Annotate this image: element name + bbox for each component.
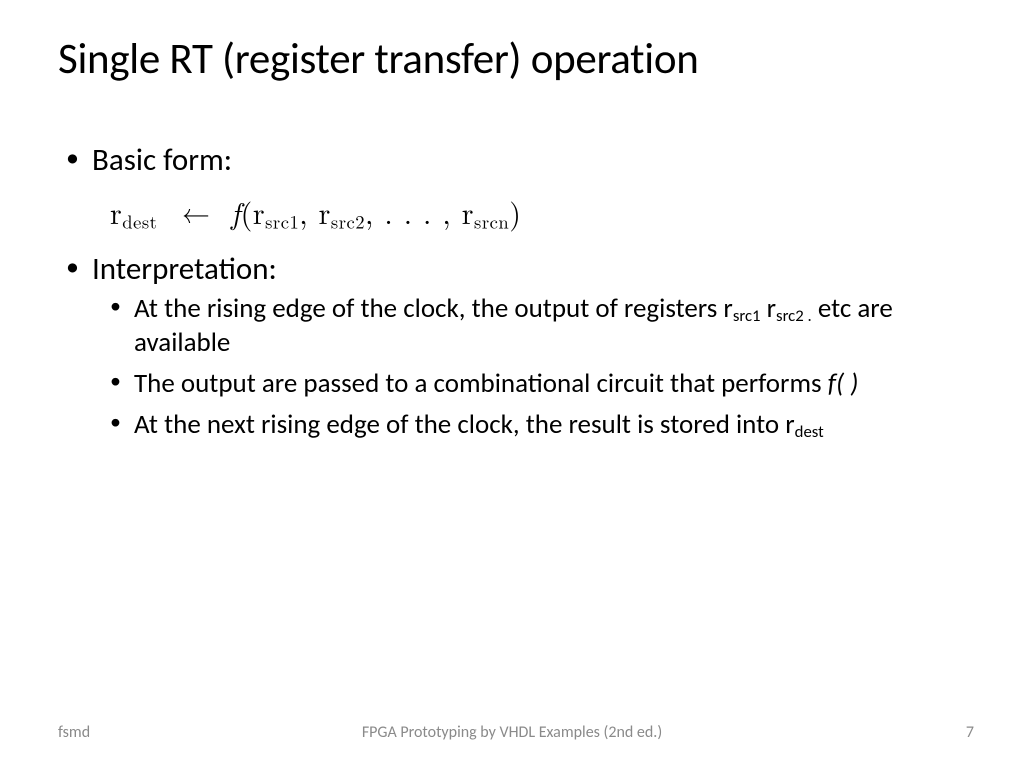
formula-comma3: , — [442, 190, 461, 233]
formula-srcn-sub: srcn — [474, 208, 509, 234]
interp-2-pre: At the next rising edge of the clock, th… — [134, 408, 795, 441]
bullet-basic-form: Basic form: — [92, 141, 966, 180]
basic-form-label: Basic form: — [92, 141, 232, 179]
bullet-list-level2: At the rising edge of the clock, the out… — [92, 293, 966, 442]
footer-page-number: 7 — [966, 723, 974, 742]
footer-center: FPGA Prototyping by VHDL Examples (2nd e… — [0, 723, 1024, 742]
interp-1-text: The output are passed to a combinational… — [134, 367, 828, 400]
slide-title: Single RT (register transfer) operation — [58, 32, 966, 85]
formula-src1-sub: src1 — [265, 208, 299, 234]
interp-0-pre: At the rising edge of the clock, the out… — [134, 292, 733, 325]
formula-r2: r — [319, 190, 331, 233]
interp-item-0: At the rising edge of the clock, the out… — [134, 293, 966, 360]
interp-0-sub1: src1 — [733, 306, 761, 326]
interp-0-sub2: src2 . — [776, 306, 812, 326]
bullet-list-level1b: Interpretation: At the rising edge of th… — [58, 250, 966, 442]
formula-r1: r — [253, 190, 265, 233]
slide-footer: fsmd FPGA Prototyping by VHDL Examples (… — [0, 723, 1024, 742]
formula-dest-sub: dest — [122, 208, 157, 234]
slide: Single RT (register transfer) operation … — [0, 0, 1024, 768]
bullet-list-level1: Basic form: — [58, 141, 966, 180]
formula-comma1: , — [299, 190, 318, 233]
arrow-left-icon: ← — [168, 192, 221, 232]
interp-1-fn: f( ) — [828, 367, 859, 400]
formula: rdest ← f(rsrc1, rsrc2, . . . , rsrcn) — [110, 190, 966, 235]
interp-item-1: The output are passed to a combinational… — [134, 368, 966, 401]
formula-f: f — [231, 190, 241, 233]
interp-item-2: At the next rising edge of the clock, th… — [134, 409, 966, 443]
formula-src2-sub: src2 — [331, 208, 365, 234]
formula-comma2: , — [365, 190, 384, 233]
formula-rn: r — [462, 190, 474, 233]
interpretation-label: Interpretation: — [92, 250, 277, 288]
formula-dots: . . . — [384, 190, 442, 233]
formula-r-dest-r: r — [110, 190, 122, 233]
formula-rparen: ) — [509, 190, 521, 233]
interp-0-mid: r — [761, 292, 777, 325]
footer-left: fsmd — [58, 723, 90, 742]
bullet-interpretation: Interpretation: At the rising edge of th… — [92, 250, 966, 442]
formula-lparen: ( — [241, 190, 253, 233]
interp-2-sub: dest — [795, 422, 824, 442]
